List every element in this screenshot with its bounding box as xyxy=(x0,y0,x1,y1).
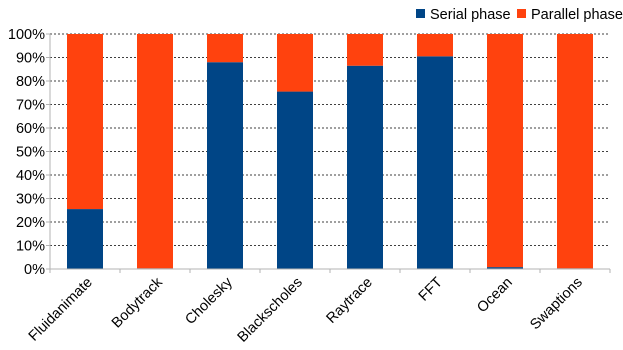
x-tick-label: Cholesky xyxy=(182,274,236,328)
x-tick-label: Fluidanimate xyxy=(26,275,96,345)
y-tick-label: 20% xyxy=(16,215,45,231)
y-tick-label: 80% xyxy=(16,74,45,90)
y-tick-label: 0% xyxy=(24,262,45,278)
y-tick-labels: 0% 10% 20% 30% 40% 50% 60% 70% 80% 90% 100% xyxy=(8,27,45,278)
bar-segment-parallel xyxy=(487,34,523,268)
bar-segment-serial xyxy=(347,65,383,269)
x-tick-label: Bodytrack xyxy=(109,274,166,331)
bar-segment-parallel xyxy=(137,34,173,269)
x-tick-label: Ocean xyxy=(474,275,516,317)
legend: Serial phase Parallel phase xyxy=(416,7,623,23)
y-tick-label: 30% xyxy=(16,192,45,208)
bar-segment-serial xyxy=(487,267,523,269)
legend-label: Serial phase xyxy=(430,7,511,23)
bar-segment-serial xyxy=(277,91,313,269)
bar-segment-parallel xyxy=(347,34,383,66)
x-tick-label: Blackscholes xyxy=(235,275,306,346)
bar-segment-serial xyxy=(417,56,453,270)
legend-label: Parallel phase xyxy=(531,7,623,23)
bars xyxy=(67,34,593,270)
y-tick-label: 100% xyxy=(8,27,45,43)
legend-swatch-parallel xyxy=(517,9,526,18)
y-tick-label: 50% xyxy=(16,145,45,161)
x-tick-label: Raytrace xyxy=(323,275,375,327)
bar-segment-parallel xyxy=(417,34,453,57)
bar-segment-parallel xyxy=(277,34,313,92)
x-tick-label: FFT xyxy=(416,274,446,304)
gridlines xyxy=(50,33,610,246)
y-tick-label: 90% xyxy=(16,51,45,67)
bar-segment-serial xyxy=(207,62,243,270)
bar-segment-parallel xyxy=(557,34,593,269)
bar-segment-serial xyxy=(67,209,103,269)
y-tick-label: 70% xyxy=(16,98,45,114)
y-tick-label: 60% xyxy=(16,121,45,137)
bar-segment-parallel xyxy=(67,34,103,210)
axes xyxy=(46,33,611,273)
legend-swatch-serial xyxy=(416,9,425,18)
bar-segment-parallel xyxy=(207,34,243,63)
y-tick-label: 10% xyxy=(16,239,45,255)
x-tick-labels: Fluidanimate Bodytrack CholeskyBlackschole… xyxy=(26,274,586,346)
x-tick-label: Swaptions xyxy=(527,275,586,334)
y-tick-label: 40% xyxy=(16,168,45,184)
